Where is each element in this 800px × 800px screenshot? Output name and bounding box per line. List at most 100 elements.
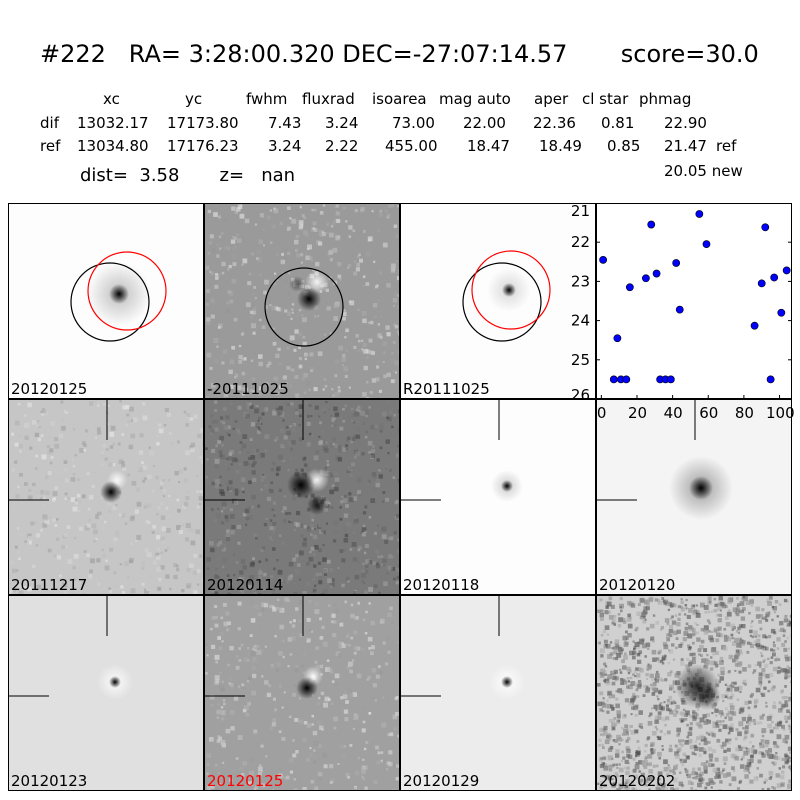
data-point — [641, 274, 650, 283]
column-header: fwhm — [246, 90, 288, 108]
y-tick-label: 26 — [571, 386, 590, 403]
table-cell: 3.24 — [325, 114, 359, 132]
column-header: aper — [534, 90, 569, 108]
panel-date-label: 20120125 — [11, 380, 88, 398]
x-tick-label: 20 — [627, 404, 648, 422]
source-blob — [289, 276, 305, 292]
table-cell: 13032.17 — [77, 114, 149, 132]
image-panel: 20120125 — [204, 595, 400, 791]
table-cell: 7.43 — [268, 114, 302, 132]
table-cell: 3.24 — [268, 137, 302, 155]
image-panel: 20111217 — [8, 399, 204, 595]
data-point — [782, 266, 791, 275]
image-panel: 20120202 — [596, 595, 792, 791]
x-tick-label: 100 — [766, 404, 795, 422]
noise-texture — [205, 400, 399, 594]
distance-readout: dist= 3.58 z= nan — [80, 165, 296, 186]
data-point — [613, 334, 622, 343]
table-cell: 73.00 — [392, 114, 435, 132]
column-header: xc — [103, 90, 120, 108]
panel-date-label: 20111217 — [11, 576, 88, 594]
data-point — [609, 375, 618, 384]
table-cell: 0.81 — [601, 114, 635, 132]
data-point — [675, 305, 684, 314]
table-row: ref 13034.80 17176.23 3.24 2.22 455.00 1… — [0, 137, 800, 157]
image-panel: R20111025 — [400, 203, 596, 399]
table-cell: 22.36 — [533, 114, 576, 132]
aperture-circle-black — [70, 262, 150, 342]
source-blob — [689, 476, 713, 500]
table-cell: 0.85 — [607, 137, 641, 155]
source-blob — [693, 682, 721, 710]
data-point — [666, 375, 675, 384]
ref-suffix: ref — [716, 137, 737, 155]
row-label: dif — [40, 114, 59, 132]
new-magnitude: 20.05 new — [664, 162, 743, 180]
y-tick-label: 24 — [571, 312, 590, 330]
page-title: #222 RA= 3:28:00.320 DEC=-27:07:14.57 sc… — [40, 40, 759, 68]
y-tick-label: 22 — [571, 233, 590, 251]
data-point — [761, 223, 770, 232]
chart-frame — [596, 203, 792, 399]
table-cell: 21.47 — [664, 137, 707, 155]
data-point — [757, 279, 766, 288]
table-cell: 13034.80 — [77, 137, 149, 155]
image-panel: 20120123 — [8, 595, 204, 791]
source-blob — [296, 677, 318, 699]
image-panel: 20120114 — [204, 399, 400, 595]
source-blob — [287, 471, 315, 499]
y-tick-label: 25 — [571, 351, 590, 369]
data-point — [750, 321, 759, 330]
aperture-circle-black — [462, 262, 542, 342]
source-blob — [109, 676, 121, 688]
table-cell: 18.47 — [467, 137, 510, 155]
data-point — [625, 283, 634, 292]
image-panel: 20120118 — [400, 399, 596, 595]
source-blob — [109, 284, 129, 304]
data-point — [766, 375, 775, 384]
column-header: fluxrad — [302, 90, 355, 108]
table-cell: 17173.80 — [167, 114, 239, 132]
data-point — [695, 210, 704, 218]
data-point — [622, 375, 631, 384]
source-blob — [501, 676, 513, 688]
aperture-circle-black — [264, 267, 344, 347]
panel-date-label: 20120120 — [599, 576, 676, 594]
x-tick-label: 40 — [663, 404, 683, 422]
x-tick-label: 80 — [734, 404, 754, 422]
table-cell: 22.90 — [664, 114, 707, 132]
column-header: mag auto — [439, 90, 511, 108]
panel-date-label: R20111025 — [403, 380, 490, 398]
source-blob — [100, 481, 122, 503]
table-row: dif 13032.17 17173.80 7.43 3.24 73.00 22… — [0, 114, 800, 134]
panel-date-label: 20120125 — [207, 772, 284, 790]
table-cell: 455.00 — [385, 137, 438, 155]
column-header: isoarea — [372, 90, 427, 108]
data-point — [770, 273, 779, 282]
noise-texture — [205, 596, 399, 790]
data-point — [599, 255, 608, 264]
x-tick-label: 60 — [699, 404, 719, 422]
source-blob — [501, 480, 513, 492]
panel-date-label: 20120123 — [11, 772, 88, 790]
table-cell: 22.00 — [463, 114, 506, 132]
y-tick-label: 23 — [571, 272, 590, 290]
aperture-circle-red — [87, 251, 167, 331]
panel-date-label: 20120202 — [599, 772, 676, 790]
row-label: ref — [40, 137, 61, 155]
image-panel: 20120129 — [400, 595, 596, 791]
panel-date-label: 20120118 — [403, 576, 480, 594]
source-blob — [502, 283, 516, 297]
table-cell: 17176.23 — [167, 137, 239, 155]
x-tick-label: 0 — [596, 404, 607, 422]
source-blob — [297, 287, 321, 311]
image-panel: -20111025 — [204, 203, 400, 399]
table-cell: 18.49 — [539, 137, 582, 155]
data-point — [777, 308, 786, 317]
table-header: xc yc fwhm fluxrad isoarea mag auto aper… — [0, 90, 800, 110]
noise-texture — [9, 400, 203, 594]
data-point — [672, 259, 681, 267]
column-header: phmag — [639, 90, 692, 108]
panel-date-label: 20120114 — [207, 576, 284, 594]
image-panel: 20120120 — [596, 399, 792, 595]
